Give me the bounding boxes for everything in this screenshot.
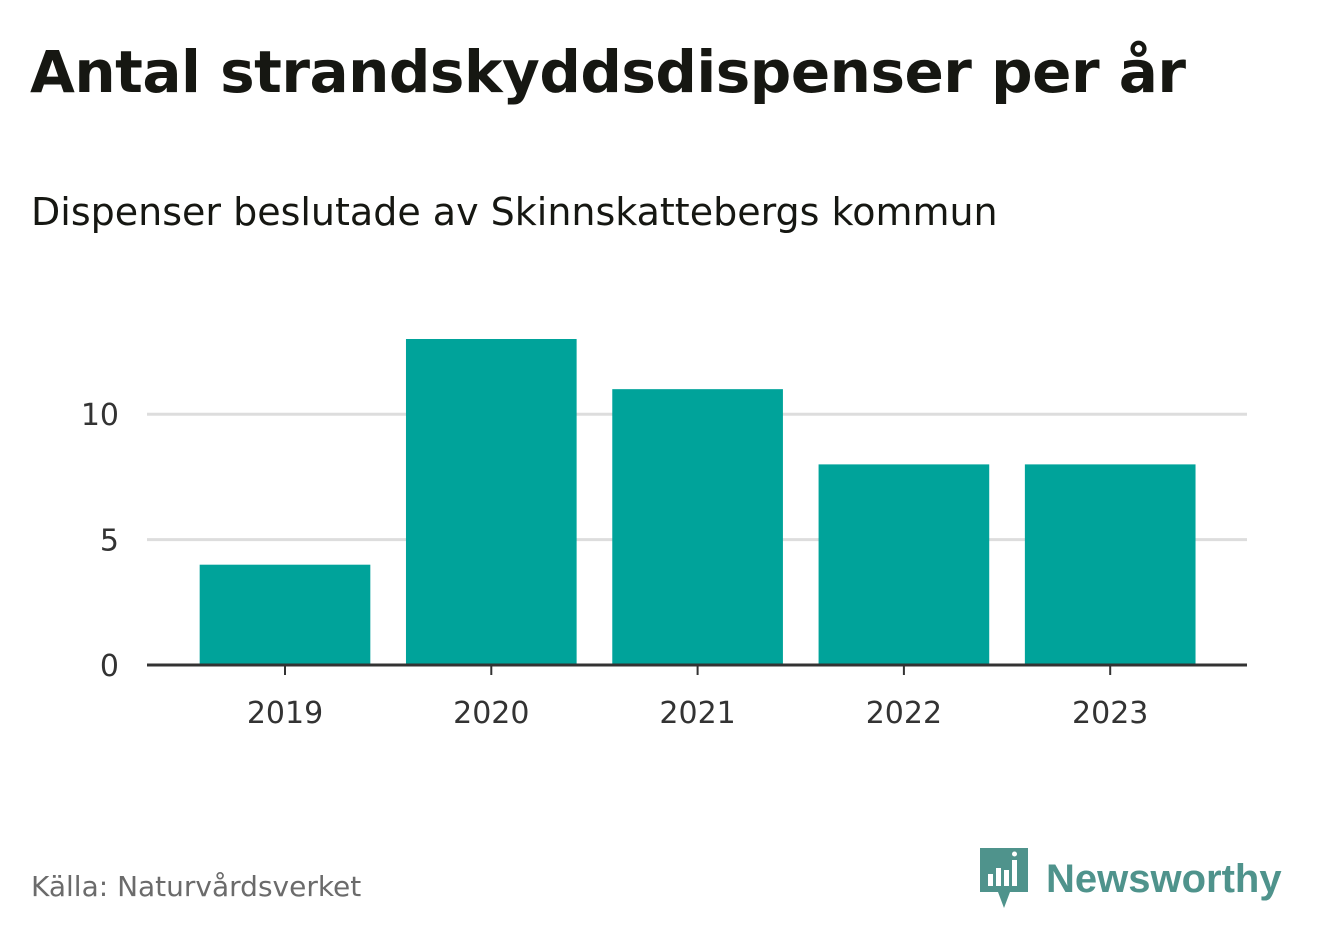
y-tick-label: 5 <box>100 524 119 559</box>
newsworthy-logo-icon <box>980 848 1028 908</box>
x-tick-label: 2021 <box>659 696 735 731</box>
chart-subtitle: Dispenser beslutade av Skinnskattebergs … <box>31 190 998 234</box>
brand-name: Newsworthy <box>1046 856 1282 901</box>
x-tick-label: 2022 <box>866 696 942 731</box>
brand-logo: Newsworthy <box>980 848 1282 910</box>
x-tick-label: 2020 <box>453 696 529 731</box>
chart-title: Antal strandskyddsdispenser per år <box>30 38 1186 106</box>
bar-2022 <box>818 464 990 665</box>
bar-2021 <box>612 389 783 665</box>
bar-2019 <box>199 564 371 665</box>
y-tick-label: 10 <box>81 398 119 433</box>
bar-2023 <box>1024 464 1196 665</box>
x-tick-label: 2019 <box>247 696 323 731</box>
y-tick-label: 0 <box>100 649 119 684</box>
source-note: Källa: Naturvårdsverket <box>31 870 362 903</box>
x-tick-label: 2023 <box>1072 696 1148 731</box>
bar-2020 <box>405 339 577 665</box>
